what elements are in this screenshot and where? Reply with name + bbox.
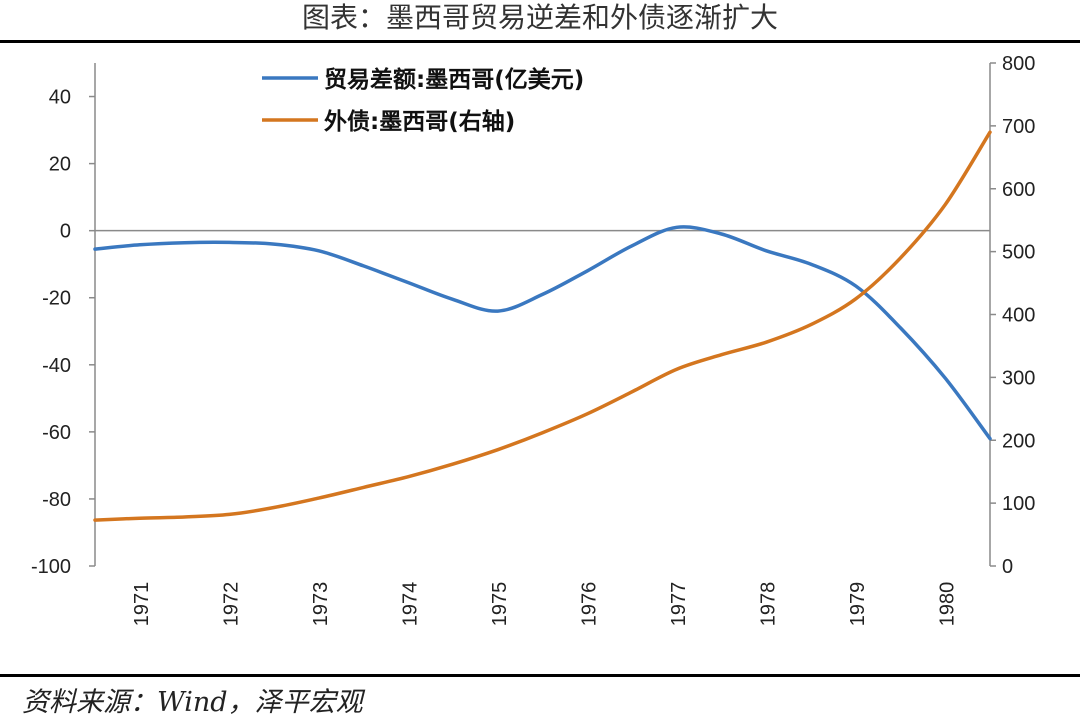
series-line-1 <box>93 225 992 441</box>
right-tick-label: 300 <box>1002 367 1035 389</box>
right-tick-label: 400 <box>1002 305 1035 327</box>
right-tick-label: 700 <box>1002 116 1035 138</box>
top-rule <box>0 40 1080 43</box>
left-tick-label: -40 <box>42 355 71 377</box>
legend-label-1: 贸易差额:墨西哥(亿美元) <box>324 66 584 93</box>
chart-title: 图表：墨西哥贸易逆差和外债逐渐扩大 <box>301 1 778 34</box>
x-tick-label: 1972 <box>220 582 242 627</box>
left-axis-ticks: 40 20 0 -20 -40 -60 -80 -100 <box>31 87 95 578</box>
legend-label-2: 外债:墨西哥(右轴) <box>324 108 515 135</box>
x-tick-label: 1971 <box>131 582 153 627</box>
right-tick-label: 800 <box>1002 53 1035 75</box>
right-tick-label: 600 <box>1002 179 1035 201</box>
right-tick-label: 500 <box>1002 242 1035 264</box>
axes <box>94 63 991 566</box>
left-tick-label: -20 <box>42 288 71 310</box>
x-tick-label: 1974 <box>399 582 421 627</box>
left-tick-label: -60 <box>42 422 71 444</box>
x-tick-label: 1976 <box>578 582 600 627</box>
source-note: 资料来源：Wind，泽平宏观 <box>22 687 363 718</box>
bottom-rule <box>0 674 1080 677</box>
x-axis-ticks: 1971 1972 1973 1974 1975 1976 1977 1978 1979 1980 <box>131 582 959 627</box>
series-lines <box>93 130 992 522</box>
x-tick-label: 1980 <box>936 582 958 627</box>
left-tick-label: -80 <box>42 489 71 511</box>
x-tick-label: 1973 <box>310 582 332 627</box>
right-tick-label: 200 <box>1002 430 1035 452</box>
left-tick-label: 20 <box>49 154 71 176</box>
right-axis-ticks: 800 700 600 500 400 300 200 100 0 <box>990 53 1035 578</box>
x-tick-label: 1978 <box>757 582 779 627</box>
left-tick-label: 0 <box>60 221 71 243</box>
series-line-2 <box>93 130 992 522</box>
left-tick-label: -100 <box>31 556 71 578</box>
x-tick-label: 1977 <box>668 582 690 627</box>
right-tick-label: 100 <box>1002 493 1035 515</box>
x-tick-label: 1975 <box>489 582 511 627</box>
left-tick-label: 40 <box>49 87 71 109</box>
x-tick-label: 1979 <box>847 582 869 627</box>
right-tick-label: 0 <box>1002 556 1013 578</box>
legend: 贸易差额:墨西哥(亿美元) 外债:墨西哥(右轴) <box>262 66 584 135</box>
